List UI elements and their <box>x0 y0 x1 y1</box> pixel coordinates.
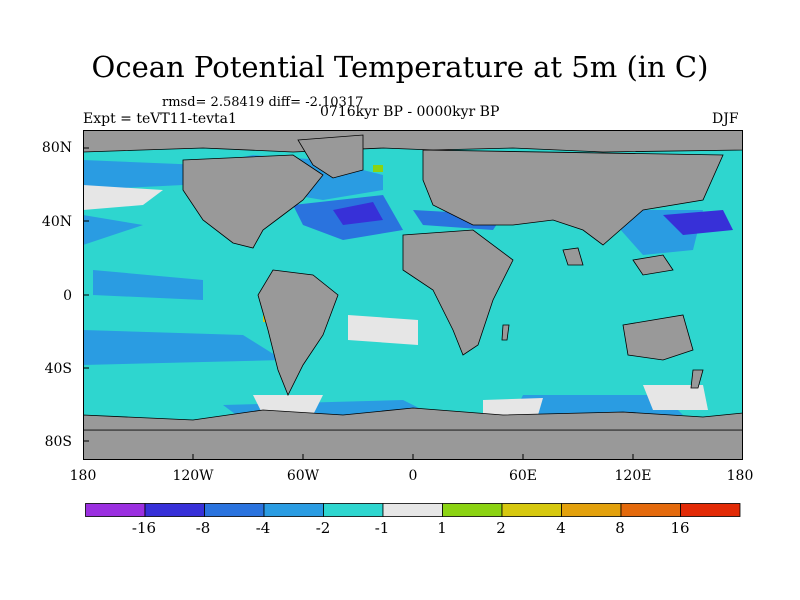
colorbar-swatch <box>382 503 443 517</box>
colorbar-label: -1 <box>374 519 390 537</box>
antarctic-coast <box>83 407 743 431</box>
longitude-label: 180 <box>726 468 754 484</box>
longitude-label: 180 <box>69 468 97 484</box>
africa <box>402 229 514 356</box>
longitude-label: 120E <box>614 468 652 484</box>
colorbar-label: -16 <box>131 519 157 537</box>
colorbar-swatch <box>323 503 384 517</box>
southern-indian-neutral-zone <box>483 398 543 415</box>
india-peninsula <box>562 247 584 266</box>
latitude-label: 40N <box>41 214 72 230</box>
colorbar-label: 1 <box>437 519 447 537</box>
colorbar-label: 2 <box>496 519 506 537</box>
colorbar-swatch <box>680 503 741 517</box>
colorbar <box>85 503 741 517</box>
landmasses <box>83 130 743 460</box>
greenland-positive-anomaly <box>373 165 383 172</box>
period-text: 0716kyr BP - 0000kyr BP <box>320 104 500 120</box>
longitude-label: 120W <box>172 468 214 484</box>
kuroshio-anomaly <box>663 210 733 235</box>
south-pacific-anomaly <box>83 330 283 365</box>
southwest-pacific-neutral-zone <box>643 385 708 410</box>
longitude-label: 60W <box>286 468 320 484</box>
colorbar-swatch <box>501 503 562 517</box>
east-pacific-anomaly <box>83 215 143 245</box>
colorbar-swatch <box>263 503 324 517</box>
experiment-label: Expt = teVT11-tevta1 <box>83 111 237 127</box>
tick-marks <box>83 147 634 460</box>
latitude-label: 80S <box>44 434 72 450</box>
gulf-stream-anomaly <box>333 202 383 225</box>
longitude-label: 60E <box>508 468 538 484</box>
colorbar-swatch <box>85 503 146 517</box>
colorbar-label: -4 <box>255 519 271 537</box>
south-atlantic-neutral-zone <box>348 315 418 345</box>
south-america <box>257 269 339 396</box>
longitude-label: 0 <box>408 468 418 484</box>
colorbar-swatch <box>620 503 681 517</box>
colorbar-label: -8 <box>195 519 211 537</box>
north-america <box>182 154 324 249</box>
latitude-label: 0 <box>63 288 72 304</box>
season-label: DJF <box>712 111 739 127</box>
greenland <box>297 134 364 179</box>
madagascar <box>501 324 510 341</box>
new-zealand <box>690 369 704 389</box>
stats-text: rmsd= 2.58419 diff= -2.10317 <box>162 95 364 110</box>
north-pacific-neutral-zone <box>83 185 163 210</box>
eurasia <box>422 149 724 246</box>
southern-ocean-neutral-zone <box>253 395 323 415</box>
colorbar-swatch <box>561 503 622 517</box>
ocean-temperature-map <box>83 130 743 460</box>
australia <box>622 314 694 361</box>
colorbar-label: -2 <box>315 519 331 537</box>
colorbar-swatch <box>442 503 503 517</box>
southern-indian-anomaly <box>513 395 683 415</box>
colorbar-swatch <box>144 503 205 517</box>
colorbar-swatch <box>204 503 265 517</box>
latitude-label: 80N <box>41 140 72 156</box>
arctic-land-mask <box>83 130 743 153</box>
tropical-pacific-anomaly <box>93 270 203 300</box>
colorbar-label: 4 <box>556 519 566 537</box>
latitude-label: 40S <box>44 361 72 377</box>
map-title: Ocean Potential Temperature at 5m (in C) <box>91 50 709 84</box>
maritime-continent <box>632 254 674 276</box>
colorbar-label: 8 <box>615 519 625 537</box>
colorbar-label: 16 <box>670 519 690 537</box>
